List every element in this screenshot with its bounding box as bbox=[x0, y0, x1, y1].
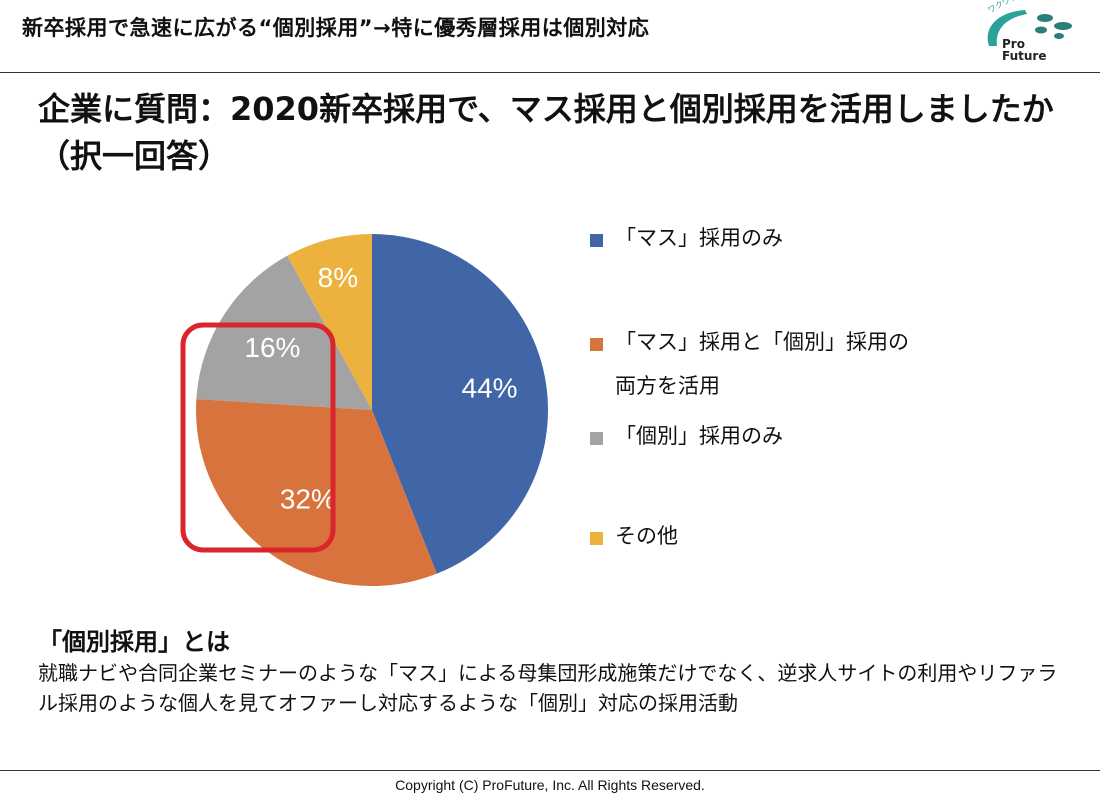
legend-label: その他 bbox=[615, 524, 678, 548]
logo-text-pro: Pro bbox=[1002, 37, 1025, 51]
legend-label: 「個別」採用のみ bbox=[615, 424, 783, 448]
data-label: 16% bbox=[244, 332, 300, 363]
definition-heading: 「個別採用」とは bbox=[38, 628, 230, 656]
logo-dot bbox=[1054, 22, 1072, 30]
legend-label-line2: 両方を活用 bbox=[615, 374, 720, 398]
profuture-logo bbox=[987, 10, 1072, 46]
pie-slice-individual-only bbox=[196, 255, 372, 410]
copyright-footer: Copyright (C) ProFuture, Inc. All Rights… bbox=[395, 777, 705, 793]
legend-item-other: その他 bbox=[590, 524, 1015, 558]
logo-dot bbox=[1037, 14, 1053, 22]
data-label: 8% bbox=[318, 262, 358, 293]
legend-item-mass-only: 「マス」採用のみ bbox=[590, 226, 1015, 260]
legend-item-individual-only: 「個別」採用のみ bbox=[590, 424, 1015, 458]
header-divider bbox=[0, 72, 1100, 73]
legend-label-line1: 「マス」採用と「個別」採用の bbox=[615, 330, 909, 354]
logo-swoosh bbox=[987, 10, 1027, 46]
legend-label: 「マス」採用と「個別」採用の 両方を活用 bbox=[615, 320, 1015, 408]
legend-swatch bbox=[590, 432, 603, 445]
pie-slice-other bbox=[287, 234, 372, 410]
data-label: 32% bbox=[280, 483, 336, 514]
definition-body: 就職ナビや合同企業セミナーのような「マス」による母集団形成施策だけでなく、逆求人… bbox=[38, 661, 1058, 715]
pie-slice-mass-only bbox=[372, 234, 549, 574]
data-label: 44% bbox=[462, 373, 518, 404]
legend-swatch bbox=[590, 532, 603, 545]
legend-swatch bbox=[590, 338, 603, 351]
question-title: 企業に質問：2020新卒採用で、マス採用と個別採用を活用しましたか（択一回答） bbox=[38, 90, 1054, 175]
logo-dot bbox=[1035, 26, 1047, 34]
legend-item-both: 「マス」採用と「個別」採用の 両方を活用 bbox=[590, 330, 1015, 408]
logo-dot bbox=[1054, 33, 1064, 39]
highlight-box bbox=[180, 322, 336, 553]
slide-header-title: 新卒採用で急速に広がる“個別採用”→特に優秀層採用は個別対応 bbox=[22, 16, 650, 40]
legend-label: 「マス」採用のみ bbox=[615, 226, 783, 250]
footer-divider bbox=[0, 770, 1100, 771]
logo-text-future: Future bbox=[1002, 49, 1047, 63]
legend-swatch bbox=[590, 234, 603, 247]
logo-text: Pro Future bbox=[1002, 38, 1072, 62]
pie-slice-both bbox=[195, 398, 437, 586]
